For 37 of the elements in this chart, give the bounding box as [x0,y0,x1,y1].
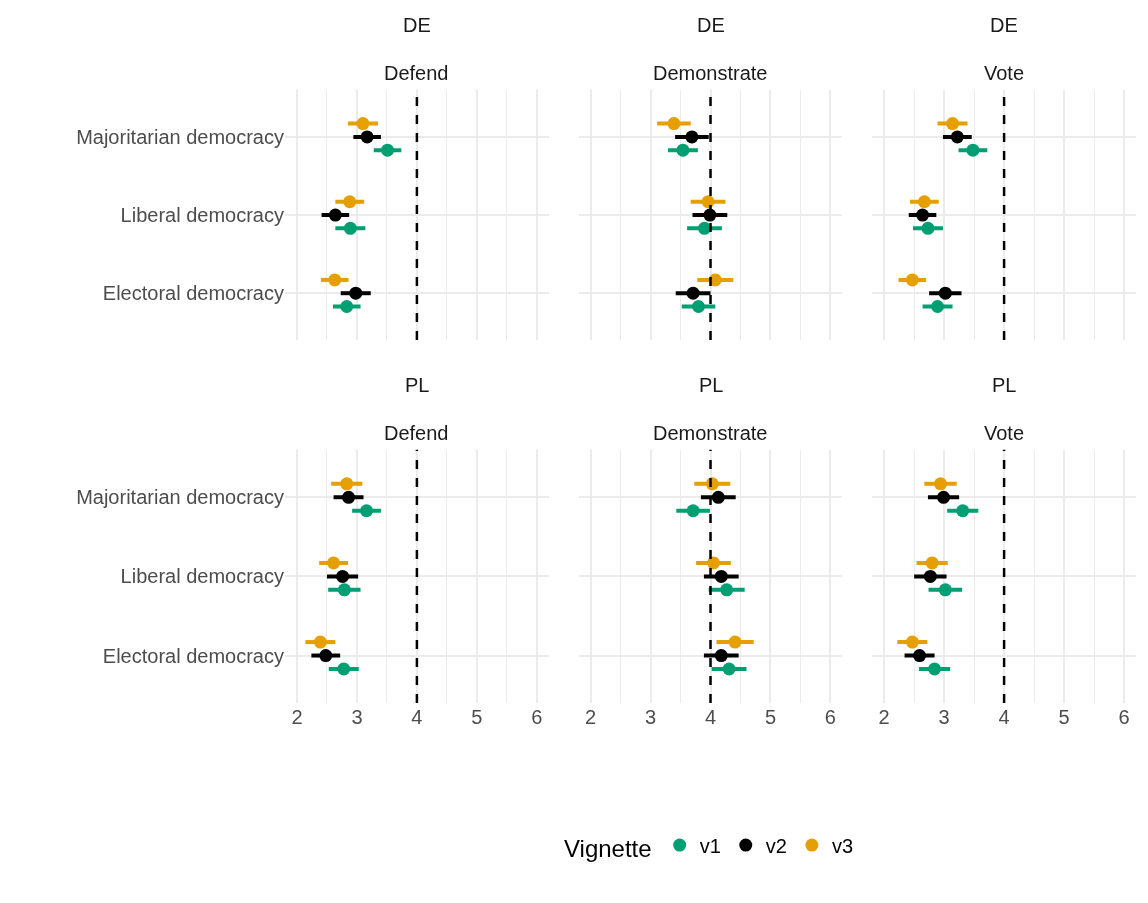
x-tick-label: 4 [704,706,717,728]
y-tick-label: Electoral democracy [102,644,284,667]
x-tick-label: 5 [764,706,777,728]
x-tick-label: 3 [938,706,950,728]
legend-label: v2 [765,834,787,857]
x-tick-label: 2 [291,706,303,728]
chart-subtitle: Defend [384,62,449,84]
chart-title: PL [405,374,430,396]
legend-label: v3 [831,834,854,857]
x-tick-label: 2 [585,706,597,728]
x-tick-label: 2 [878,706,890,728]
chart-subtitle: Demonstrate [653,62,768,84]
x-tick-label: 3 [644,706,657,728]
legend-title: Vignette [564,834,652,862]
chart-subtitle: Demonstrate [653,422,768,444]
x-tick-label: 6 [824,706,836,728]
chart-subtitle: Defend [384,422,449,444]
x-tick-label: 3 [351,706,363,728]
y-tick-label: Electoral democracy [102,282,284,305]
legend-label: v1 [699,834,721,857]
y-tick-label: Majoritarian democracy [76,125,284,148]
chart-title: DE [697,14,725,36]
x-tick-label: 6 [1118,706,1130,728]
x-tick-label: 4 [998,706,1010,728]
x-tick-label: 5 [471,706,483,728]
chart-subtitle: Vote [984,62,1025,84]
y-tick-label: Liberal democracy [120,204,284,227]
y-tick-label: Liberal democracy [120,565,284,588]
chart-title: DE [403,14,431,36]
x-tick-label: 5 [1058,706,1070,728]
y-tick-label: Majoritarian democracy [76,486,284,509]
x-tick-label: 6 [531,706,543,728]
chart-title: PL [992,374,1017,396]
x-tick-label: 4 [411,706,423,728]
chart-subtitle: Vote [984,422,1025,444]
chart-title: DE [990,14,1018,36]
chart-title: PL [699,374,724,396]
